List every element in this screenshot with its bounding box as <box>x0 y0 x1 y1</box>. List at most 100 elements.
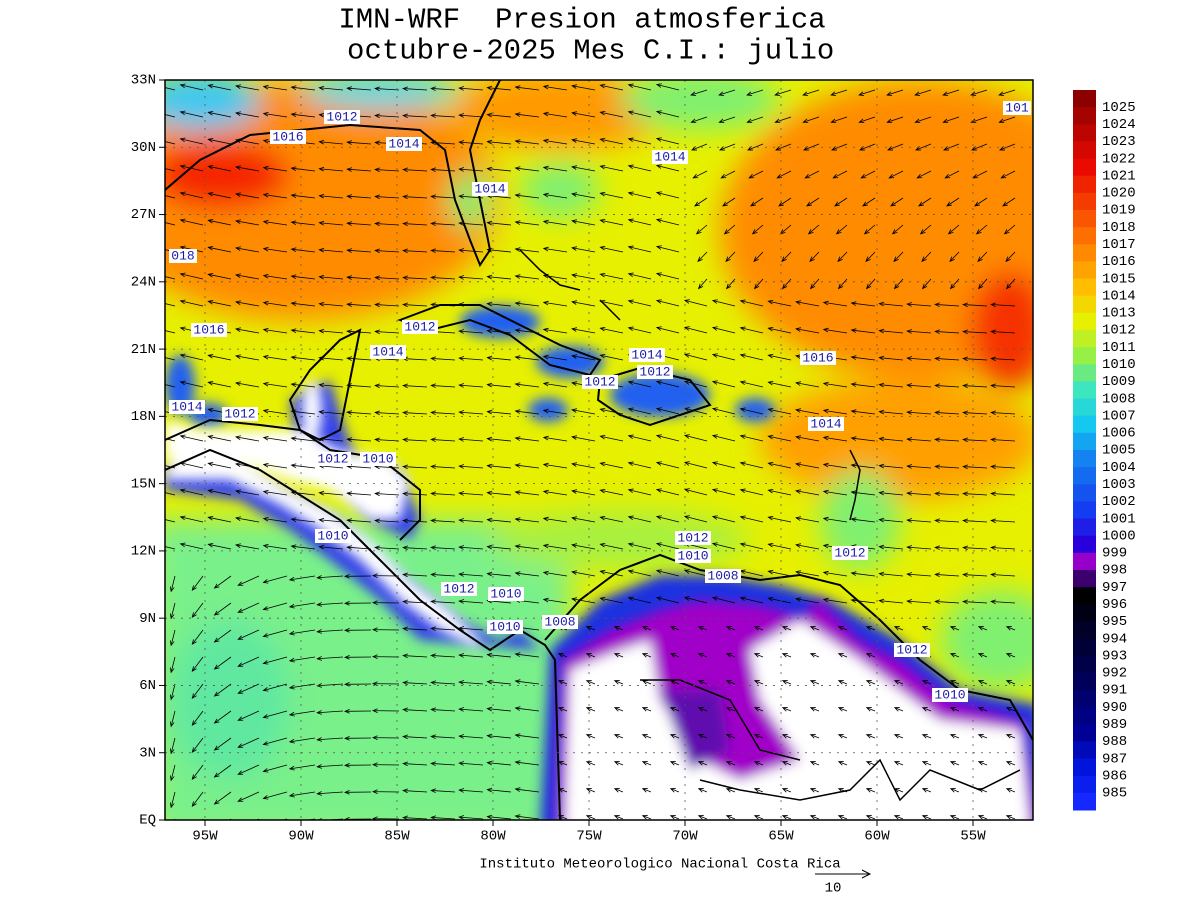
contour-label-bg <box>637 365 673 379</box>
colorbar-swatch <box>1073 552 1096 571</box>
wind-arrow <box>863 224 876 235</box>
wind-arrow <box>697 707 708 712</box>
wind-arrow <box>316 602 344 607</box>
wind-arrow <box>262 219 288 226</box>
wind-arrow <box>213 656 232 670</box>
wind-arrow <box>914 116 932 124</box>
wind-arrow <box>179 110 204 118</box>
wind-arrow <box>809 251 820 263</box>
wind-arrow <box>822 381 848 388</box>
title-line-2: octubre-2025 Mes C.I.: julio <box>330 35 835 68</box>
wind-arrow <box>458 356 484 361</box>
wind-arrow <box>641 707 652 712</box>
field-patch <box>536 346 604 378</box>
wind-arrow <box>346 221 372 226</box>
wind-arrow <box>207 110 232 118</box>
wind-arrow <box>893 815 904 820</box>
wind-arrow <box>655 164 680 172</box>
wind-arrow <box>599 110 624 118</box>
contour-label: 1014 <box>372 344 403 359</box>
contour-label: 1010 <box>362 451 393 466</box>
field-patch <box>970 270 1033 390</box>
contour-label-bg <box>315 529 351 543</box>
colorbar-swatch <box>1073 141 1096 160</box>
wind-arrow <box>888 170 904 179</box>
wind-arrow <box>921 626 932 631</box>
wind-arrow <box>669 734 680 739</box>
wind-arrow <box>627 434 652 442</box>
contour-label-bg <box>315 452 351 466</box>
wind-arrow <box>343 762 372 768</box>
wind-arrow <box>290 193 316 199</box>
wind-arrow <box>571 543 596 550</box>
wind-arrow <box>781 761 792 766</box>
wind-arrow <box>949 788 960 793</box>
wind-arrow <box>655 218 680 226</box>
wind-arrow <box>809 626 820 631</box>
wind-arrow <box>942 89 960 96</box>
wind-arrow <box>179 191 204 199</box>
wind-arrow <box>720 170 736 179</box>
wind-arrow <box>514 355 540 361</box>
wind-arrow <box>458 734 484 739</box>
wind-arrow <box>571 192 596 199</box>
wind-arrow <box>767 353 792 361</box>
wind-arrow <box>557 653 568 658</box>
wind-arrow <box>802 89 820 96</box>
wind-arrow <box>542 516 568 523</box>
colorbar-swatch <box>1073 775 1096 794</box>
field-patch <box>940 590 1033 690</box>
wind-arrow <box>599 83 624 91</box>
wind-arrow <box>809 707 820 712</box>
wind-arrow <box>191 602 204 619</box>
wind-arrow <box>822 489 848 496</box>
wind-arrow <box>837 815 848 820</box>
wind-arrow <box>934 572 960 578</box>
wind-arrow <box>753 815 764 820</box>
wind-arrow <box>290 355 316 361</box>
wind-arrow <box>718 89 736 96</box>
colorbar-label: 1025 <box>1102 100 1136 116</box>
wind-arrow <box>234 327 260 334</box>
wind-arrow <box>599 407 624 415</box>
wind-arrow <box>795 570 820 577</box>
wind-arrow <box>850 463 876 469</box>
wind-arrow <box>781 788 792 793</box>
wind-arrow <box>697 815 708 820</box>
colorbar-swatch <box>1073 690 1096 708</box>
coastline <box>165 448 561 820</box>
wind-arrow <box>599 164 624 172</box>
wind-arrow <box>767 488 792 496</box>
contour-label: 1010 <box>490 586 521 601</box>
wind-arrow <box>683 380 708 388</box>
wind-arrow <box>571 597 596 604</box>
wind-arrow <box>165 330 176 334</box>
wind-arrow <box>775 143 792 151</box>
wind-arrow <box>711 353 736 361</box>
wind-arrow <box>262 737 288 746</box>
wind-arrow <box>865 278 876 290</box>
contour-label: 1010 <box>934 687 965 702</box>
wind-arrow <box>962 545 988 551</box>
wind-arrow <box>542 462 568 469</box>
wind-arrow <box>837 707 848 712</box>
wind-arrow <box>234 300 260 307</box>
wind-arrow <box>990 491 1016 497</box>
wind-arrow <box>430 761 456 767</box>
wind-arrow <box>207 245 232 253</box>
wind-arrow <box>774 89 792 96</box>
wind-arrow <box>316 764 344 769</box>
wind-arrow <box>207 164 232 172</box>
wind-arrow <box>374 167 400 173</box>
wind-arrow <box>822 570 848 577</box>
colorbar-label: 1004 <box>1102 460 1136 476</box>
colorbar-swatch <box>1073 278 1096 297</box>
wind-arrow <box>213 710 232 724</box>
wind-arrow <box>458 410 484 415</box>
wind-arrow <box>318 355 344 361</box>
wind-arrow <box>316 737 344 742</box>
wind-arrow <box>169 737 176 755</box>
contour-label-bg <box>800 351 836 365</box>
wind-arrow <box>850 328 876 334</box>
colorbar-label: 986 <box>1102 768 1127 784</box>
